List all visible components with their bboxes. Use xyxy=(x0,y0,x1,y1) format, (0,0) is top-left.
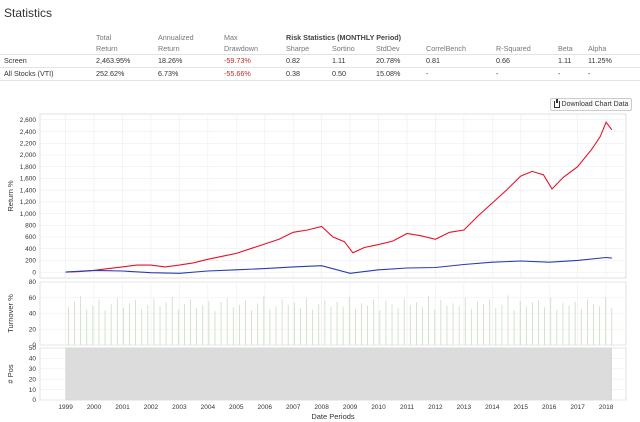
x-axis-label: Date Periods xyxy=(311,412,355,421)
col-header-correlbench: CorrelBench xyxy=(426,43,466,53)
cell-sortino: 1.11 xyxy=(328,53,372,67)
row-name: Screen xyxy=(0,53,92,67)
x-tick-label: 2016 xyxy=(542,404,557,411)
x-tick-label: 2010 xyxy=(371,404,386,411)
cell-max-drawdown: -55.66% xyxy=(220,66,282,81)
plot-frame xyxy=(39,113,627,279)
y-tick-label: 20 xyxy=(29,326,37,333)
cell-annualized-return: 6.73% xyxy=(154,66,220,81)
y-tick-label: 30 xyxy=(29,366,37,373)
x-tick-label: 2003 xyxy=(172,404,187,411)
cell-sharpe: 0.82 xyxy=(282,53,328,67)
statistics-table: Total Annualized Max Risk Statistics (MO… xyxy=(0,32,640,81)
x-tick-label: 2004 xyxy=(201,404,216,411)
x-tick-label: 2000 xyxy=(87,404,102,411)
x-tick-label: 2018 xyxy=(599,404,614,411)
y-tick-label: 2,000 xyxy=(20,152,37,159)
x-tick-label: 2013 xyxy=(457,404,472,411)
col-header-stddev: StdDev xyxy=(376,43,400,53)
cell-alpha: - xyxy=(584,66,640,81)
download-icon xyxy=(553,99,560,108)
cell-stddev: 20.78% xyxy=(372,53,422,67)
y-tick-label: 800 xyxy=(25,222,36,229)
risk-statistics-header: Risk Statistics (MONTHLY Period) xyxy=(286,33,402,42)
col-header-rsquared: R-Squared xyxy=(496,43,531,53)
cell-correlbench: - xyxy=(422,66,492,81)
y-tick-label: 1,600 xyxy=(20,176,37,183)
cell-correlbench: 0.81 xyxy=(422,53,492,67)
download-chart-data-button[interactable]: Download Chart Data xyxy=(550,98,632,111)
y-tick-label: 2,400 xyxy=(20,129,37,136)
y-tick-label: 600 xyxy=(25,234,36,241)
cell-rsquared: 0.66 xyxy=(492,53,554,67)
cell-rsquared: - xyxy=(492,66,554,81)
y-tick-label: 20 xyxy=(29,376,37,383)
x-tick-label: 2001 xyxy=(115,404,130,411)
col-header-alpha: Alpha xyxy=(588,43,607,53)
x-tick-label: 2017 xyxy=(570,404,585,411)
y-tick-label: 1,400 xyxy=(20,187,37,194)
y-axis-label: # Pos xyxy=(6,364,15,383)
y-tick-label: 0 xyxy=(32,342,36,349)
y-tick-label: 2,600 xyxy=(20,117,37,124)
col-header-sharpe: Sharpe xyxy=(286,43,310,53)
cell-alpha: 11.25% xyxy=(584,53,640,67)
positions-bar xyxy=(65,347,612,401)
table-header-row: Total Annualized Max Risk Statistics (MO… xyxy=(0,32,640,43)
series-line-2 xyxy=(65,256,612,274)
x-tick-label: 2005 xyxy=(229,404,244,411)
y-tick-label: 400 xyxy=(25,246,36,253)
col-header-beta: Beta xyxy=(558,43,573,53)
y-tick-label: 40 xyxy=(29,356,37,363)
y-tick-label: 2,200 xyxy=(20,140,37,147)
cell-annualized-return: 18.26% xyxy=(154,53,220,67)
x-tick-label: 2008 xyxy=(314,404,329,411)
cell-total-return: 2,463.95% xyxy=(92,53,154,67)
col-header-return: Return xyxy=(158,43,180,53)
cell-sortino: 0.50 xyxy=(328,66,372,81)
table-row: All Stocks (VTI) 252.62% 6.73% -55.66% 0… xyxy=(0,66,640,81)
row-name: All Stocks (VTI) xyxy=(0,66,92,81)
cell-beta: 1.11 xyxy=(554,53,584,67)
cell-max-drawdown: -59.73% xyxy=(220,53,282,67)
cell-sharpe: 0.38 xyxy=(282,66,328,81)
y-tick-label: 40 xyxy=(29,311,37,318)
y-tick-label: 0 xyxy=(32,397,36,404)
col-header-total: Total xyxy=(96,33,112,42)
y-tick-label: 80 xyxy=(29,279,37,286)
x-tick-label: 1999 xyxy=(58,404,73,411)
y-tick-label: 200 xyxy=(25,258,36,265)
col-header-annualized: Annualized xyxy=(158,33,194,42)
x-tick-label: 2011 xyxy=(400,404,414,411)
y-axis-label: Turnover % xyxy=(6,294,15,333)
y-axis-label: Return % xyxy=(6,180,15,212)
cell-total-return: 252.62% xyxy=(92,66,154,81)
col-header-return: Return xyxy=(96,43,118,53)
table-row: Screen 2,463.95% 18.26% -59.73% 0.82 1.1… xyxy=(0,53,640,67)
y-tick-label: 10 xyxy=(29,387,37,394)
x-tick-label: 2015 xyxy=(514,404,529,411)
x-tick-label: 2007 xyxy=(286,404,301,411)
download-button-label: Download Chart Data xyxy=(561,101,629,108)
series-line-1 xyxy=(65,121,613,273)
chart-area: 02004006008001,0001,2001,4001,6001,8002,… xyxy=(6,113,627,421)
y-tick-label: 1,000 xyxy=(20,211,37,218)
y-tick-label: 60 xyxy=(29,295,37,302)
page-title: Statistics xyxy=(4,6,53,20)
y-tick-label: 0 xyxy=(32,269,36,276)
cell-stddev: 15.08% xyxy=(372,66,422,81)
x-tick-label: 2014 xyxy=(485,404,500,411)
y-tick-label: 50 xyxy=(29,345,37,352)
table-header-row: Return Return Drawdown Sharpe Sortino St… xyxy=(0,43,640,54)
x-tick-label: 2002 xyxy=(144,404,159,411)
x-tick-label: 2009 xyxy=(343,404,358,411)
col-header-sortino: Sortino xyxy=(332,43,355,53)
y-tick-label: 1,200 xyxy=(20,199,37,206)
y-tick-label: 1,800 xyxy=(20,164,37,171)
x-tick-label: 2012 xyxy=(428,404,443,411)
col-header-max: Max xyxy=(224,33,238,42)
col-header-drawdown: Drawdown xyxy=(224,43,258,53)
x-tick-label: 2006 xyxy=(257,404,272,411)
cell-beta: - xyxy=(554,66,584,81)
